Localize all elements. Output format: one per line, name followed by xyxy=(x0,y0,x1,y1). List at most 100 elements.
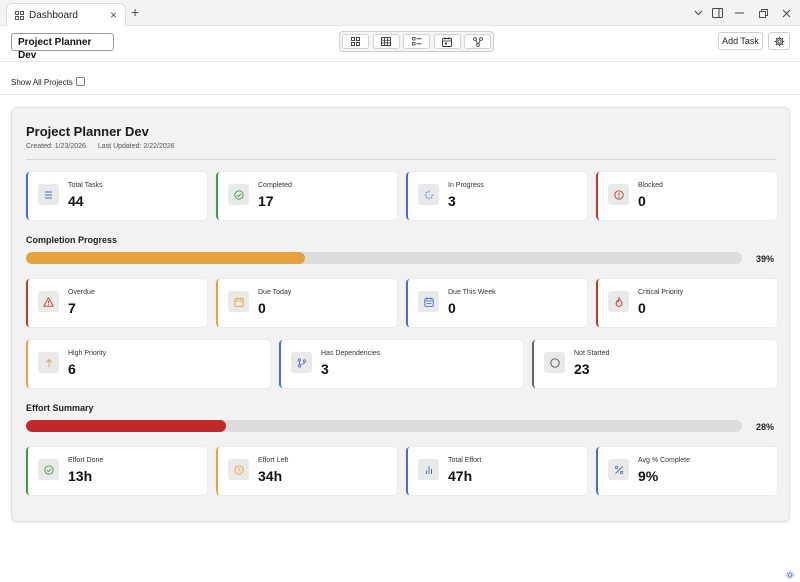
grid-view-icon[interactable] xyxy=(342,34,369,49)
card-label: Completed xyxy=(258,182,292,189)
card-value: 0 xyxy=(258,300,266,316)
close-window-icon[interactable] xyxy=(778,5,794,21)
git-branch-icon xyxy=(291,352,312,373)
card-label: Has Dependencies xyxy=(321,350,381,357)
list-icon xyxy=(38,184,59,205)
card-label: Total Tasks xyxy=(68,182,103,189)
add-task-button[interactable]: Add Task xyxy=(718,32,763,50)
gear-icon[interactable] xyxy=(784,569,796,581)
project-title: Project Planner Dev xyxy=(26,124,149,139)
minimize-icon[interactable] xyxy=(731,5,747,21)
calendar-today-icon xyxy=(228,291,249,312)
divider xyxy=(26,159,776,160)
completion-progress-bar xyxy=(26,252,742,264)
card-label: Avg % Complete xyxy=(638,457,691,464)
toolbar: Project Planner Dev Add Task xyxy=(0,26,800,62)
effort-progress-bar xyxy=(26,420,742,432)
card-completed: Completed 17 xyxy=(216,172,397,220)
tab-close-button[interactable]: × xyxy=(109,8,117,22)
card-value: 0 xyxy=(638,193,646,209)
view-switcher xyxy=(339,31,494,52)
show-all-projects-label: Show All Projects xyxy=(11,78,73,87)
project-meta: Created: 1/23/2026 Last Updated: 2/22/20… xyxy=(26,143,175,150)
card-total-effort: Total Effort 47h xyxy=(406,447,587,495)
card-due-today: Due Today 0 xyxy=(216,279,397,327)
title-bar: Dashboard × + xyxy=(0,0,800,26)
completion-percent: 39% xyxy=(756,254,775,264)
flame-icon xyxy=(608,291,629,312)
card-overdue: Overdue 7 xyxy=(26,279,207,327)
show-all-projects-checkbox[interactable] xyxy=(76,77,85,86)
card-value: 0 xyxy=(638,300,646,316)
settings-button[interactable] xyxy=(768,32,790,50)
check-circle-icon xyxy=(38,459,59,480)
bar-chart-icon xyxy=(418,459,439,480)
chevron-down-icon[interactable] xyxy=(690,5,706,21)
card-label: Critical Priority xyxy=(638,289,684,296)
card-high-priority: High Priority 6 xyxy=(26,340,270,388)
card-value: 9% xyxy=(638,468,659,484)
circle-icon xyxy=(544,352,565,373)
card-label: Not Started xyxy=(574,350,610,357)
card-value: 6 xyxy=(68,361,76,377)
dashboard-icon xyxy=(15,10,24,20)
project-selector[interactable]: Project Planner Dev xyxy=(11,33,114,61)
card-label: Overdue xyxy=(68,289,95,296)
card-value: 0 xyxy=(448,300,456,316)
effort-summary-title: Effort Summary xyxy=(26,403,94,413)
card-label: High Priority xyxy=(68,350,107,357)
new-tab-button[interactable]: + xyxy=(131,4,140,20)
clock-icon xyxy=(228,459,249,480)
card-value: 17 xyxy=(258,193,274,209)
effort-percent: 28% xyxy=(756,422,775,432)
card-avg-complete: Avg % Complete 9% xyxy=(596,447,777,495)
tab-title: Dashboard xyxy=(29,9,78,21)
gear-icon xyxy=(774,36,785,47)
card-critical-priority: Critical Priority 0 xyxy=(596,279,777,327)
list-view-icon[interactable] xyxy=(403,34,430,49)
card-value: 23 xyxy=(574,361,590,377)
calendar-week-icon xyxy=(418,291,439,312)
calendar-view-icon[interactable] xyxy=(433,34,461,49)
completion-progress-title: Completion Progress xyxy=(26,235,118,245)
percent-icon xyxy=(608,459,629,480)
card-not-started: Not Started 23 xyxy=(532,340,777,388)
completion-progress-fill xyxy=(26,252,306,264)
card-effort-done: Effort Done 13h xyxy=(26,447,207,495)
card-value: 47h xyxy=(448,468,473,484)
card-label: Due Today xyxy=(258,289,292,296)
tab-dashboard[interactable]: Dashboard × xyxy=(6,3,126,26)
restore-icon[interactable] xyxy=(755,5,771,21)
card-blocked: Blocked 0 xyxy=(596,172,777,220)
spinner-icon xyxy=(418,184,439,205)
card-due-this-week: Due This Week 0 xyxy=(406,279,587,327)
effort-progress-fill xyxy=(26,420,227,432)
table-view-icon[interactable] xyxy=(372,34,400,49)
card-value: 34h xyxy=(258,468,283,484)
card-label: Blocked xyxy=(638,182,663,189)
card-label: Effort Done xyxy=(68,457,104,464)
card-value: 7 xyxy=(68,300,76,316)
card-value: 3 xyxy=(448,193,456,209)
card-effort-left: Effort Left 34h xyxy=(216,447,397,495)
graph-view-icon[interactable] xyxy=(464,34,491,49)
last-updated-date: Last Updated: 2/22/2026 xyxy=(97,143,175,150)
sidebar-toggle-icon[interactable] xyxy=(709,5,725,21)
card-in-progress: In Progress 3 xyxy=(406,172,587,220)
card-value: 13h xyxy=(68,468,93,484)
card-value: 3 xyxy=(321,361,329,377)
alert-circle-icon xyxy=(608,184,629,205)
warning-triangle-icon xyxy=(38,291,59,312)
card-value: 44 xyxy=(68,193,84,209)
created-date: Created: 1/23/2026 xyxy=(26,143,86,150)
card-total-tasks: Total Tasks 44 xyxy=(26,172,207,220)
card-label: Total Effort xyxy=(448,457,482,464)
check-circle-icon xyxy=(228,184,249,205)
dashboard-panel: Project Planner Dev Created: 1/23/2026 L… xyxy=(11,107,790,522)
card-label: In Progress xyxy=(448,182,484,189)
card-has-dependencies: Has Dependencies 3 xyxy=(279,340,523,388)
arrow-up-icon xyxy=(38,352,59,373)
filter-row: Show All Projects xyxy=(0,62,800,95)
card-label: Effort Left xyxy=(258,457,289,464)
card-label: Due This Week xyxy=(448,289,496,296)
